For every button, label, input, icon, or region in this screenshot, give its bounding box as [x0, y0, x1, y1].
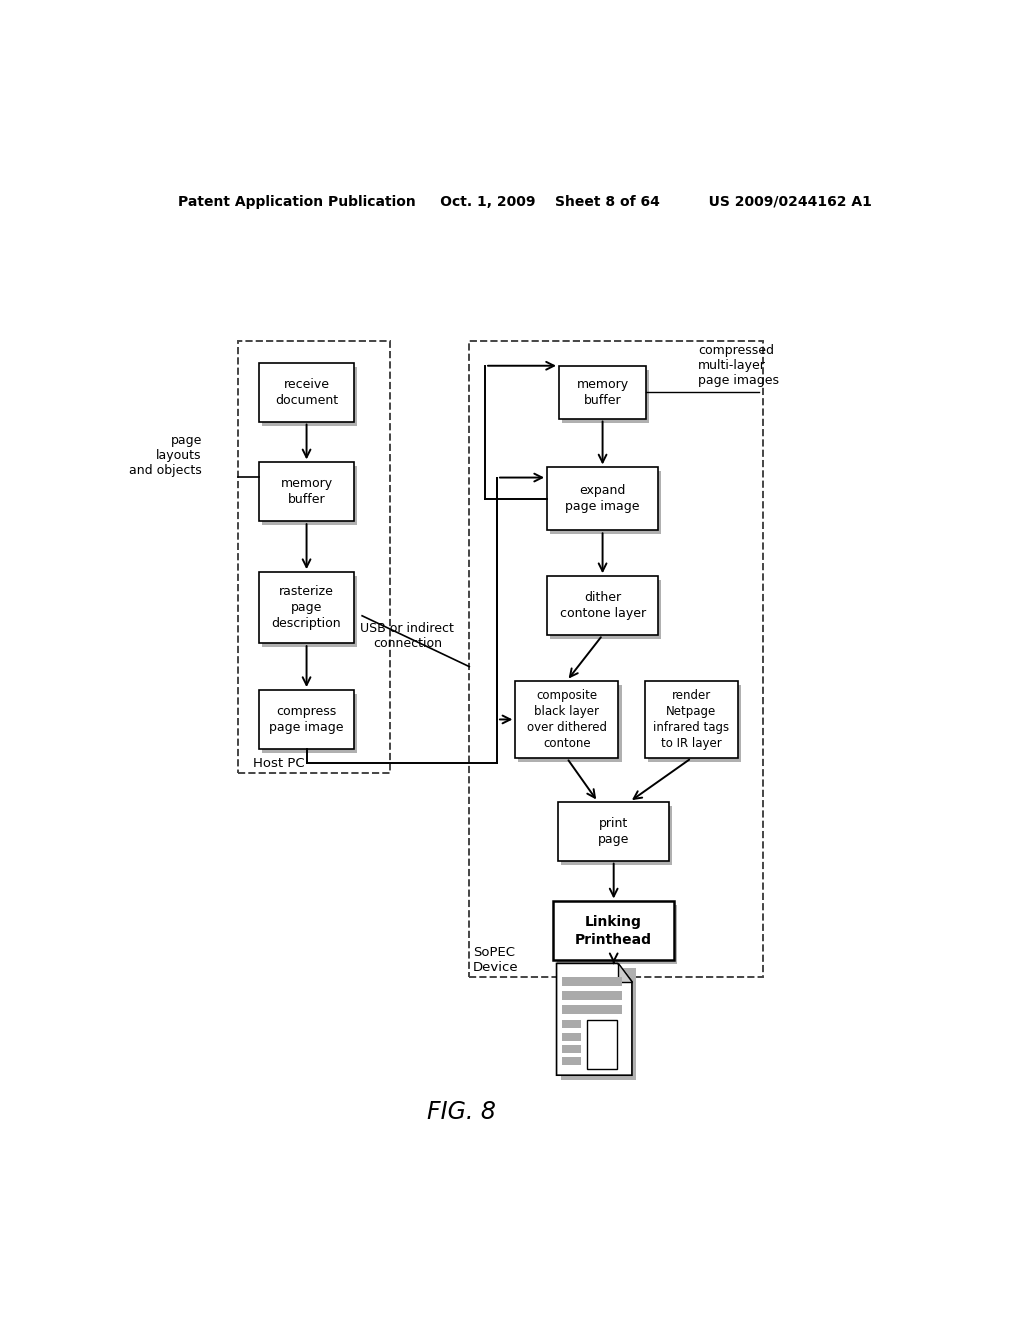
Bar [259, 363, 354, 421]
Bar [515, 681, 618, 758]
Bar [259, 572, 354, 643]
Bar [558, 801, 670, 861]
Bar [557, 906, 677, 965]
Bar [553, 902, 674, 961]
Bar [587, 1020, 616, 1069]
Bar [550, 581, 662, 639]
Text: page
layouts
and objects: page layouts and objects [129, 434, 202, 477]
Bar [562, 991, 623, 1001]
Bar [559, 366, 646, 418]
Bar [262, 694, 357, 752]
Bar [469, 342, 763, 977]
Text: expand
page image: expand page image [565, 484, 640, 513]
Text: Host PC: Host PC [253, 758, 305, 771]
Bar [560, 969, 636, 1080]
Text: render
Netpage
infrared tags
to IR layer: render Netpage infrared tags to IR layer [653, 689, 729, 750]
Bar [562, 977, 623, 986]
Polygon shape [617, 964, 632, 982]
Bar [259, 690, 354, 748]
Text: compress
page image: compress page image [269, 705, 344, 734]
Bar [262, 466, 357, 525]
Bar [562, 1044, 582, 1053]
Text: composite
black layer
over dithered
contone: composite black layer over dithered cont… [527, 689, 607, 750]
Text: rasterize
page
description: rasterize page description [271, 585, 341, 630]
Text: FIG. 8: FIG. 8 [427, 1100, 496, 1123]
Bar [648, 685, 741, 762]
Bar [518, 685, 622, 762]
Bar [645, 681, 738, 758]
Bar [562, 1032, 582, 1040]
Text: receive
document: receive document [275, 378, 338, 407]
Bar [550, 471, 662, 535]
Text: Patent Application Publication     Oct. 1, 2009    Sheet 8 of 64          US 200: Patent Application Publication Oct. 1, 2… [178, 195, 871, 209]
Bar [262, 367, 357, 426]
Text: memory
buffer: memory buffer [281, 478, 333, 507]
Bar [238, 342, 390, 774]
Bar [562, 1005, 623, 1014]
Bar [562, 1020, 582, 1028]
Text: SoPEC
Device: SoPEC Device [473, 945, 519, 974]
Bar [562, 1057, 582, 1065]
Text: Linking
Printhead: Linking Printhead [575, 915, 652, 946]
Text: print
page: print page [598, 817, 630, 846]
Bar [547, 576, 658, 635]
Bar [262, 576, 357, 647]
Text: USB or indirect
connection: USB or indirect connection [360, 622, 455, 651]
Polygon shape [557, 964, 632, 1076]
Text: compressed
multi-layer
page images: compressed multi-layer page images [697, 345, 779, 387]
Text: memory
buffer: memory buffer [577, 378, 629, 407]
Bar [561, 805, 673, 865]
Bar [259, 462, 354, 521]
Bar [562, 370, 649, 422]
Text: dither
contone layer: dither contone layer [559, 591, 646, 620]
Bar [547, 467, 658, 531]
